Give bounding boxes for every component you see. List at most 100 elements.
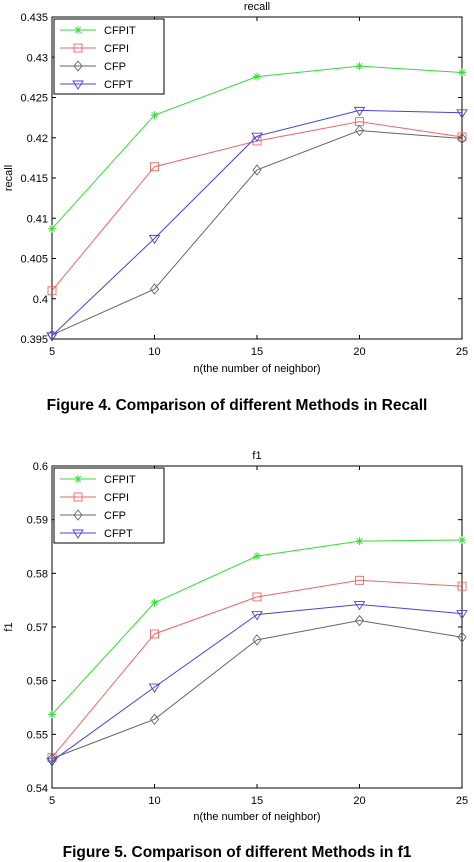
data-point: [354, 124, 365, 137]
legend-marker: [72, 529, 84, 539]
y-axis-label: f1: [3, 622, 15, 631]
data-point: [150, 629, 159, 639]
data-point: [149, 283, 160, 295]
series-cfpit: [48, 62, 466, 233]
data-point: [355, 62, 364, 71]
y-tick-label: 0.6: [33, 461, 48, 473]
legend-label: CFPT: [104, 79, 133, 91]
series-line: [51, 620, 463, 759]
series-line: [51, 579, 463, 758]
data-point: [150, 111, 159, 120]
chart-title: recall: [244, 1, 270, 13]
x-tick-label: 15: [251, 795, 263, 807]
legend-label: CFPIT: [104, 474, 136, 486]
y-tick-label: 0.56: [27, 676, 48, 688]
data-point: [148, 683, 161, 693]
figure-caption: Figure 5. Comparison of different Method…: [63, 844, 412, 861]
y-tick-label: 0.54: [27, 783, 48, 795]
data-point: [251, 132, 263, 142]
chart-2: f1 5 10 15 20 25 0.54 0.55 0.56 0.57 0.58 0.59 0.6 n(…: [3, 450, 468, 861]
legend-label: CFPT: [104, 528, 133, 540]
data-point: [457, 581, 467, 591]
data-point: [148, 234, 161, 245]
y-tick-label: 0.405: [20, 254, 48, 266]
data-point: [47, 752, 57, 765]
y-tick-label: 0.55: [27, 729, 48, 741]
x-tick-label: 10: [148, 795, 160, 807]
legend-marker: [73, 492, 83, 502]
data-point: [252, 634, 262, 646]
legend-label: CFPIT: [104, 25, 136, 37]
legend-marker: [74, 26, 82, 34]
data-point: [456, 610, 468, 620]
y-tick-label: 0.59: [27, 515, 48, 527]
y-tick-label: 0.57: [27, 622, 48, 634]
y-tick-label: 0.4: [33, 294, 48, 306]
legend-label: CFP: [104, 61, 126, 73]
x-tick-label: 20: [353, 795, 365, 807]
legend: CFPIT CFPI CFP CFPT: [53, 18, 165, 95]
x-axis-label: n(the number of neighbor): [193, 363, 320, 375]
x-tick-label: 20: [353, 346, 365, 358]
legend-marker: [73, 43, 83, 53]
series-cfpit: [48, 536, 466, 719]
x-tick-label: 25: [456, 795, 468, 807]
series-cfpt: [46, 601, 468, 768]
legend-label: CFPI: [104, 43, 129, 55]
x-tick-label: 15: [251, 346, 263, 358]
x-tick-label: 25: [456, 346, 468, 358]
data-point: [48, 710, 56, 719]
legend: CFPIT CFPI CFP CFPT: [53, 467, 165, 544]
data-point: [456, 109, 468, 119]
y-tick-label: 0.435: [20, 12, 48, 24]
data-point: [46, 332, 58, 342]
series-line: [51, 109, 463, 337]
y-tick-label: 0.395: [20, 334, 48, 346]
data-point: [150, 598, 159, 607]
legend-box: [53, 467, 165, 544]
x-axis-label: n(the number of neighbor): [193, 811, 320, 823]
series-cfpt: [46, 106, 468, 342]
chart-title: f1: [252, 450, 261, 462]
y-axis-label: recall: [3, 165, 15, 191]
y-tick-label: 0.43: [27, 52, 48, 64]
legend-label: CFP: [104, 510, 126, 522]
data-point: [457, 631, 467, 643]
data-point: [150, 162, 159, 172]
y-tick-label: 0.415: [20, 173, 48, 185]
data-point: [353, 601, 366, 611]
data-point: [252, 164, 262, 176]
data-point: [252, 136, 262, 146]
y-tick-label: 0.41: [27, 213, 48, 225]
series-cfp: [47, 614, 467, 765]
y-tick-label: 0.425: [20, 93, 48, 105]
y-tick-label: 0.58: [27, 568, 48, 580]
data-point: [253, 72, 261, 81]
data-point: [354, 614, 365, 627]
data-point: [353, 106, 366, 117]
y-tick-label: 0.42: [27, 133, 48, 145]
data-point: [47, 286, 57, 296]
data-point: [251, 611, 263, 621]
figure-caption: Figure 4. Comparison of different Method…: [47, 397, 428, 414]
data-point: [46, 757, 58, 768]
legend-label: CFPI: [104, 492, 129, 504]
series-line: [51, 129, 463, 336]
data-point: [355, 575, 364, 585]
x-tick-label: 5: [49, 795, 55, 807]
data-point: [458, 68, 466, 77]
data-point: [252, 592, 262, 602]
data-point: [458, 536, 466, 545]
chart-1: recall 5 10 15 20 25 0.395 0.4 0.405 0.41 0.415 0.4…: [3, 1, 468, 414]
legend-marker: [73, 60, 83, 72]
data-point: [48, 224, 56, 233]
x-tick-label: 10: [148, 346, 160, 358]
legend-marker: [73, 509, 83, 521]
data-point: [457, 132, 467, 145]
legend-box: [53, 18, 165, 95]
data-point: [149, 713, 160, 726]
series-line: [51, 603, 463, 762]
legend-marker: [72, 80, 84, 90]
data-point: [355, 537, 364, 546]
